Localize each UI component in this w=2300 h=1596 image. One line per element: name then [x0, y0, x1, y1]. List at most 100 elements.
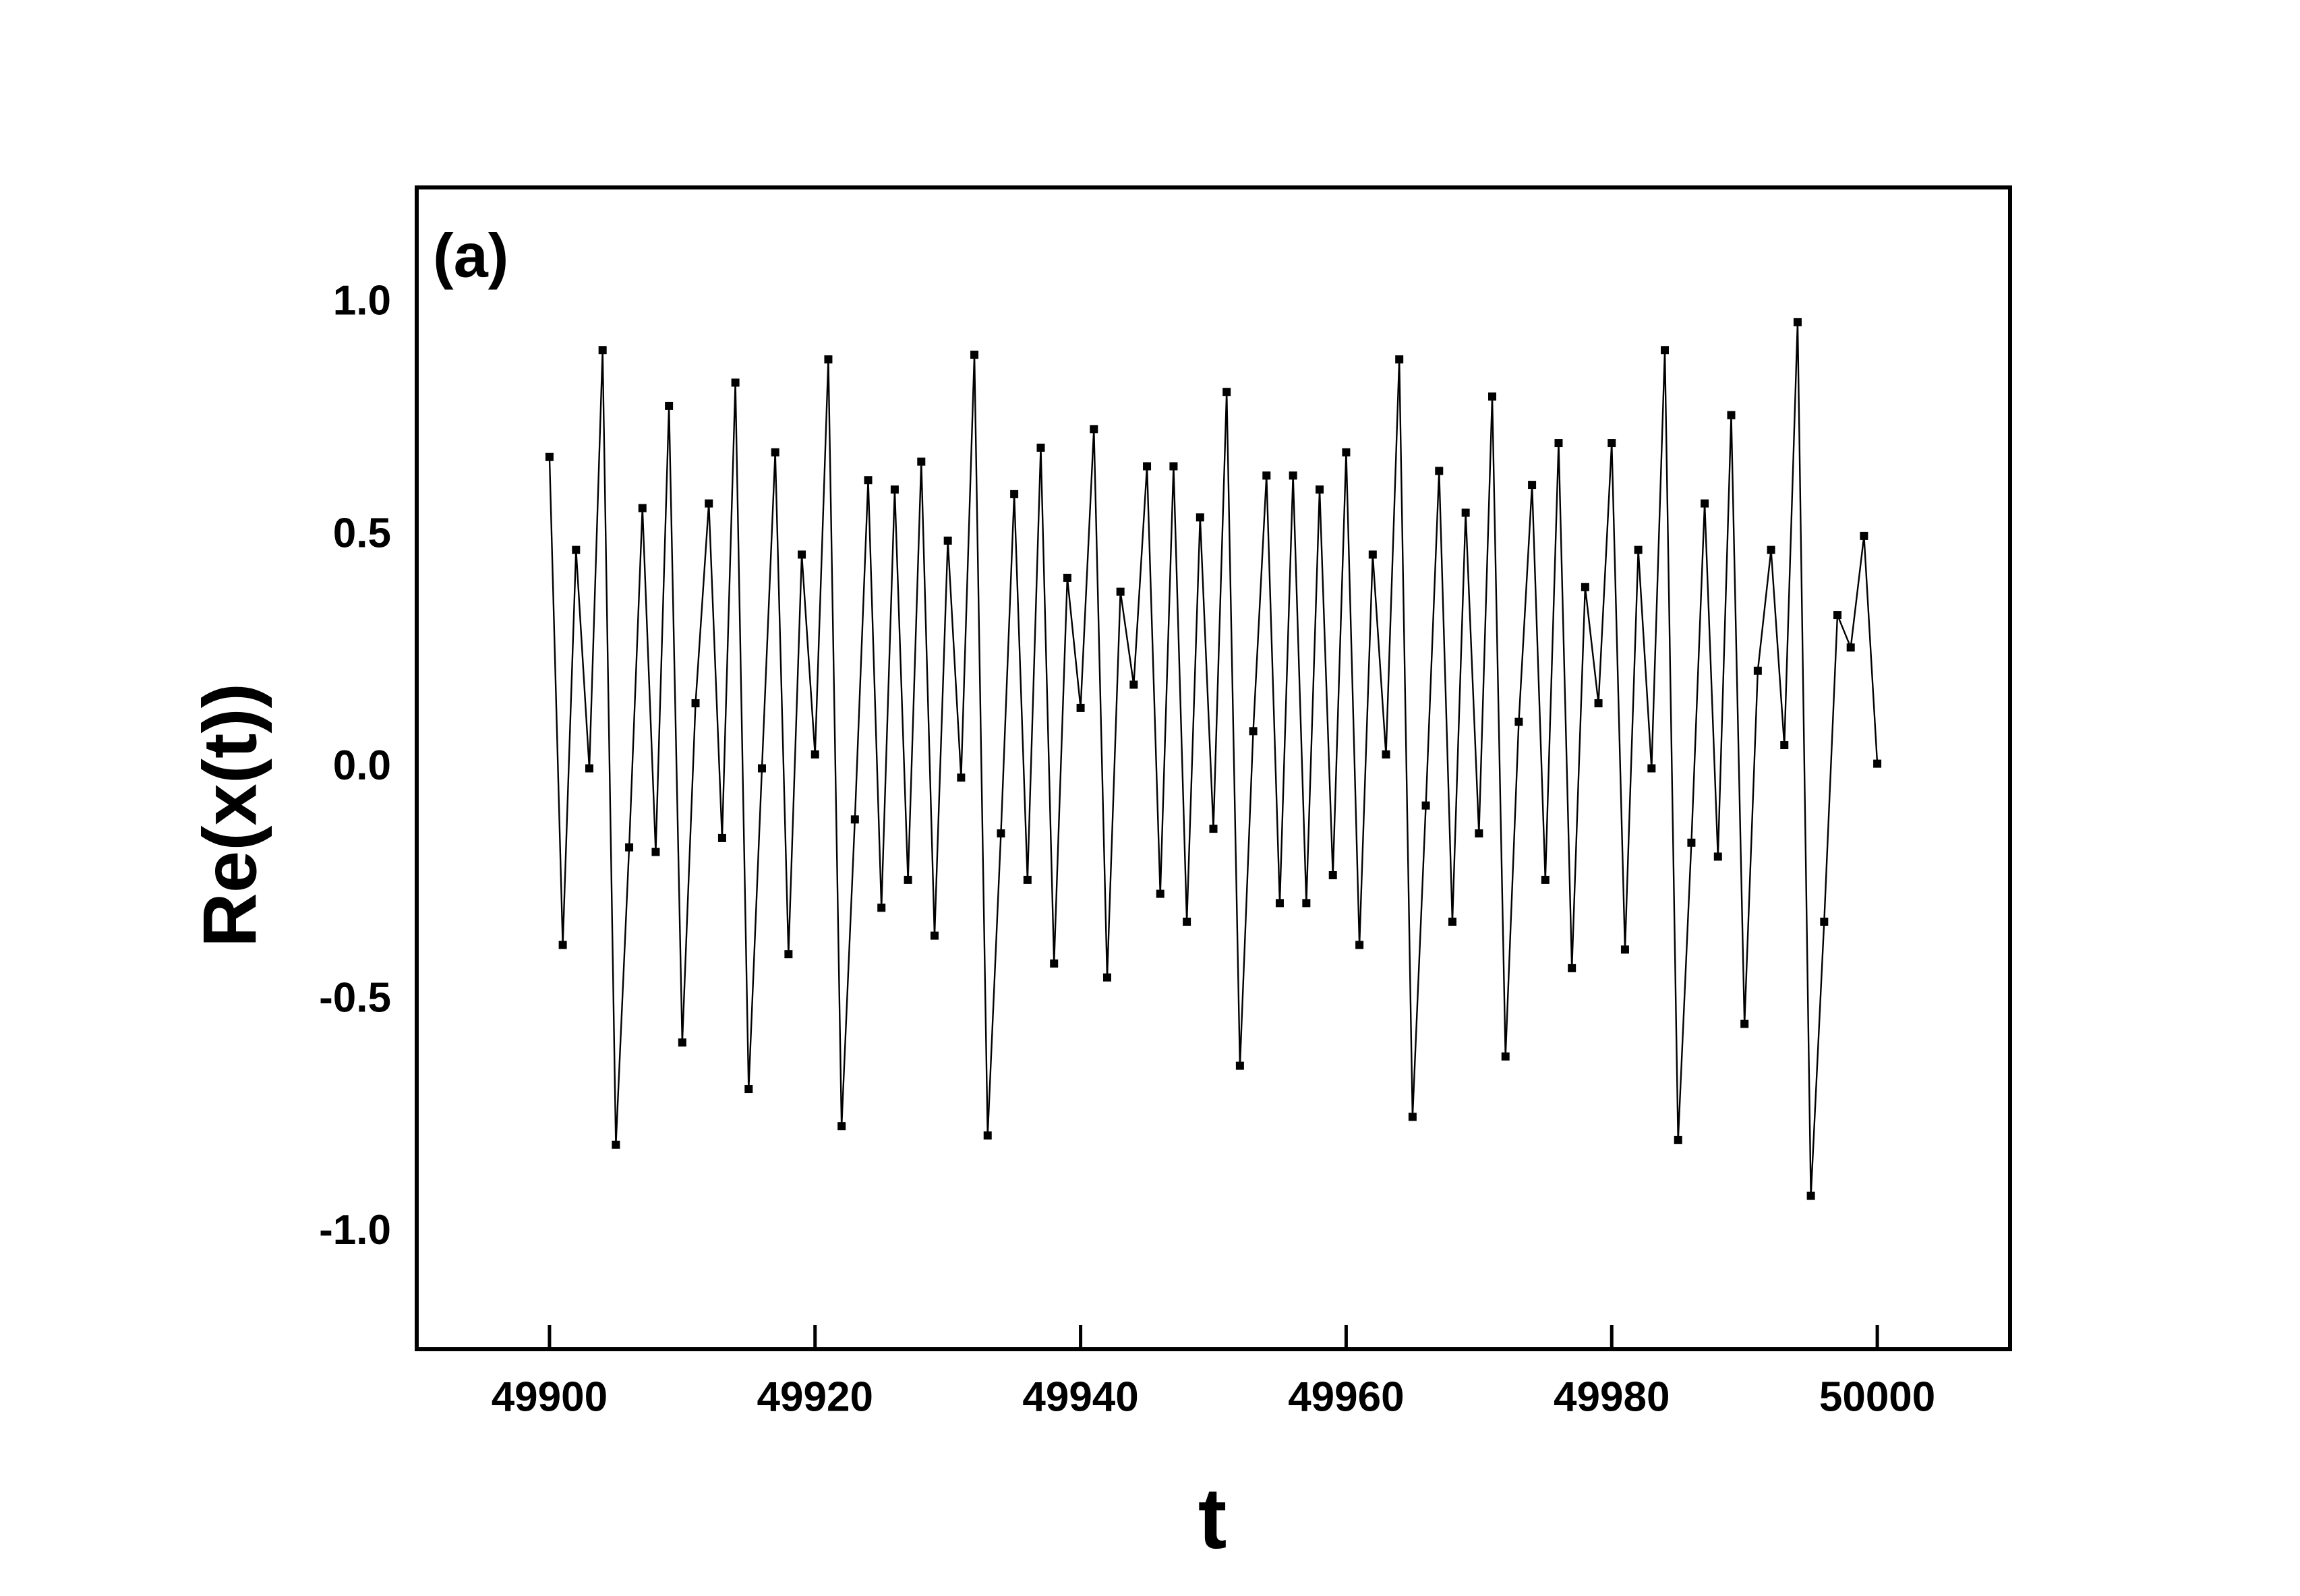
data-point: [1090, 425, 1098, 434]
data-point: [1448, 917, 1456, 926]
data-point: [810, 750, 819, 759]
data-point: [572, 545, 581, 554]
data-point: [1820, 917, 1829, 926]
data-point: [705, 499, 713, 508]
data-point: [651, 848, 660, 856]
data-point: [970, 351, 979, 359]
data-point: [1222, 388, 1231, 396]
data-point: [757, 764, 766, 773]
data-point: [731, 378, 740, 387]
data-point: [1421, 801, 1430, 810]
data-point: [1727, 411, 1736, 419]
panel-label: (a): [433, 221, 508, 290]
data-point: [1368, 550, 1377, 559]
data-point: [1395, 355, 1404, 364]
data-point: [1249, 727, 1258, 736]
data-point: [1647, 764, 1656, 773]
data-point: [1860, 531, 1868, 540]
data-point: [1076, 703, 1085, 712]
data-point: [1554, 439, 1563, 448]
y-tick-label: 0.5: [333, 510, 391, 556]
data-point: [1767, 545, 1775, 554]
data-point: [1129, 680, 1138, 689]
data-point: [1143, 462, 1152, 471]
y-tick-label: 1.0: [333, 278, 391, 324]
data-point: [665, 401, 674, 410]
data-point: [612, 1140, 620, 1149]
data-point: [1183, 917, 1191, 926]
data-point: [1846, 643, 1855, 652]
x-tick-label: 49940: [1022, 1373, 1138, 1420]
data-point: [1355, 941, 1364, 949]
data-point: [1342, 448, 1351, 456]
data-point: [558, 941, 567, 949]
x-tick-label: 50000: [1819, 1373, 1935, 1420]
data-point: [1701, 499, 1709, 508]
data-point: [1806, 1191, 1815, 1200]
x-axis-label: t: [1198, 1471, 1227, 1567]
data-point: [1780, 741, 1789, 750]
data-point: [598, 346, 607, 355]
x-tick-label: 49920: [757, 1373, 873, 1420]
data-point: [1435, 467, 1444, 475]
data-point: [1316, 485, 1324, 494]
data-point: [1753, 666, 1762, 675]
y-tick-label: -1.0: [319, 1207, 391, 1253]
data-point: [1501, 1052, 1510, 1061]
data-point: [1740, 1019, 1749, 1028]
data-point: [917, 457, 926, 466]
plot-frame: [415, 185, 2012, 1351]
y-axis-label: Re(x(t)): [188, 683, 272, 947]
data-point: [585, 764, 593, 773]
data-point: [1833, 611, 1842, 620]
data-point: [957, 773, 966, 782]
data-point: [717, 833, 726, 842]
data-point: [1196, 513, 1204, 522]
data-point: [1475, 829, 1483, 837]
data-point: [1594, 699, 1603, 708]
data-point: [1235, 1061, 1244, 1070]
data-point: [1674, 1135, 1682, 1144]
data-point: [1608, 439, 1616, 448]
x-tick-label: 49900: [492, 1373, 608, 1420]
data-point: [1581, 583, 1589, 591]
data-point: [997, 829, 1005, 837]
data-point: [784, 950, 793, 959]
data-point: [691, 699, 700, 708]
data-point: [678, 1038, 686, 1047]
data-point: [744, 1085, 753, 1094]
data-point: [1528, 481, 1537, 490]
data-point: [1713, 852, 1722, 861]
data-point: [837, 1122, 846, 1131]
data-point: [1156, 889, 1164, 898]
data-point: [1023, 875, 1032, 884]
data-point: [930, 931, 939, 940]
y-tick-label: -0.5: [319, 974, 391, 1021]
data-point: [864, 476, 873, 485]
data-point: [1289, 471, 1297, 480]
data-point: [1873, 759, 1882, 768]
data-point: [850, 815, 859, 824]
data-point: [1488, 392, 1497, 401]
data-point: [1010, 490, 1019, 498]
data-point: [638, 504, 647, 512]
data-point: [904, 875, 912, 884]
y-tick-label: 0.0: [333, 742, 391, 789]
data-point: [545, 452, 554, 461]
data-point: [771, 448, 779, 456]
data-point: [1620, 945, 1629, 954]
data-point: [1687, 838, 1696, 847]
data-point: [1661, 346, 1670, 355]
data-point: [943, 536, 952, 545]
data-point: [1169, 462, 1178, 471]
data-point: [798, 550, 806, 559]
data-point: [1408, 1113, 1417, 1121]
data-point: [1262, 471, 1271, 480]
data-point: [1209, 825, 1218, 833]
data-point: [625, 843, 634, 852]
data-point: [1634, 545, 1643, 554]
x-tick-label: 49960: [1288, 1373, 1404, 1420]
data-point: [824, 355, 833, 364]
